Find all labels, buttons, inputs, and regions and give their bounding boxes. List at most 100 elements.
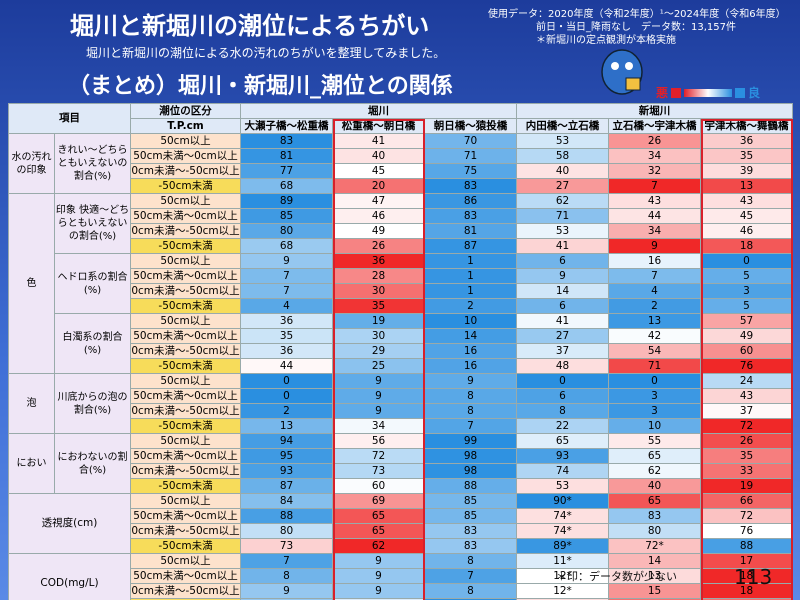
item-label: 白濁系の割合(%) [54, 313, 131, 374]
value-cell: 54 [608, 343, 701, 359]
tide-level: 50cm未満～0cm以上 [130, 328, 241, 344]
value-cell: 8 [424, 583, 517, 599]
group-label: におい [8, 433, 55, 494]
value-cell: 13 [700, 178, 793, 194]
value-cell: 9 [332, 568, 425, 584]
data-row: 透視度(cm) 50cm以上 84 69 85 90* 65 66 [8, 493, 793, 554]
value-cell: 14 [516, 283, 609, 299]
value-cell: 5 [700, 268, 793, 284]
value-cell: 71 [608, 358, 701, 374]
value-cell: 6 [516, 298, 609, 314]
value-cell: 32 [608, 163, 701, 179]
tide-level: -50cm未満 [130, 478, 241, 494]
data-row: -50cm未満 68 26 87 41 9 18 [9, 238, 793, 254]
value-cell: 34 [608, 148, 701, 164]
value-cell: 3 [608, 403, 701, 419]
value-cell: 2 [240, 403, 333, 419]
value-cell: 9 [332, 403, 425, 419]
value-cell: 27 [516, 178, 609, 194]
value-cell: 8 [424, 553, 517, 569]
value-cell: 1 [424, 268, 517, 284]
value-cell: 76 [700, 523, 793, 539]
section-header: 立石橋～宇津木橋 [608, 118, 701, 134]
value-cell: 71 [516, 208, 609, 224]
data-row: 0cm未満～-50cm以上 36 29 16 37 54 60 [9, 343, 793, 359]
value-cell: 83 [424, 538, 517, 554]
value-cell: 35 [700, 148, 793, 164]
value-cell: 73 [332, 463, 425, 479]
value-cell: 83 [424, 523, 517, 539]
value-cell: 8 [424, 388, 517, 404]
value-cell: 0 [700, 253, 793, 269]
value-cell: 41 [332, 133, 425, 149]
header-row: 項目 潮位の区分 堀川 新堀川 [8, 103, 793, 134]
tide-level: 50cm未満～0cm以上 [130, 388, 241, 404]
section-header: 大瀬子橋～松重橋 [240, 118, 333, 134]
value-cell: 27 [516, 328, 609, 344]
tide-level: 0cm未満～-50cm以上 [130, 403, 241, 419]
value-cell: 14 [424, 328, 517, 344]
river-header: 新堀川 [516, 103, 793, 119]
value-cell: 40 [608, 478, 701, 494]
value-cell: 4 [608, 283, 701, 299]
value-cell: 83 [424, 208, 517, 224]
value-cell: 70 [424, 133, 517, 149]
value-cell: 9 [424, 373, 517, 389]
tide-level: 50cm未満～0cm以上 [130, 568, 241, 584]
note: 前日・当日_降雨なし データ数：13,157件 [536, 22, 736, 33]
value-cell: 65 [332, 508, 425, 524]
tide-level: 0cm未満～-50cm以上 [130, 223, 241, 239]
value-cell: 93 [516, 448, 609, 464]
value-cell: 45 [700, 208, 793, 224]
value-cell: 4 [240, 298, 333, 314]
value-cell: 19 [332, 313, 425, 329]
data-row: 50cm未満～0cm以上 0 9 8 6 3 43 [9, 388, 793, 404]
value-cell: 43 [700, 193, 793, 209]
value-cell: 3 [608, 388, 701, 404]
item-label: きれい～どちらともいえないの割合(%) [54, 133, 131, 194]
value-cell: 86 [424, 193, 517, 209]
tide-level: 50cm以上 [130, 433, 241, 449]
value-cell: 43 [700, 388, 793, 404]
value-cell: 15 [608, 583, 701, 599]
value-cell: 35 [332, 298, 425, 314]
value-cell: 7 [240, 283, 333, 299]
value-cell: 62 [516, 193, 609, 209]
value-cell: 44 [240, 358, 333, 374]
value-cell: 89* [516, 538, 609, 554]
value-cell: 77 [240, 163, 333, 179]
value-cell: 53 [516, 478, 609, 494]
value-cell: 26 [608, 133, 701, 149]
tide-level: 50cm未満～0cm以上 [130, 268, 241, 284]
value-cell: 0 [240, 388, 333, 404]
value-cell: 25 [332, 358, 425, 374]
value-cell: 35 [240, 328, 333, 344]
value-cell: 49 [332, 223, 425, 239]
value-cell: 7 [608, 268, 701, 284]
legend-good-swatch [735, 87, 746, 98]
tide-unit: T.P.cm [130, 118, 241, 134]
value-cell: 55 [608, 433, 701, 449]
value-cell: 12* [516, 583, 609, 599]
value-cell: 46 [700, 223, 793, 239]
value-cell: 19 [700, 478, 793, 494]
value-cell: 18 [700, 583, 793, 599]
subtitle: 堀川と新堀川の潮位による水の汚れのちがいを整理してみました。 [86, 46, 446, 60]
value-cell: 9 [332, 373, 425, 389]
data-row: 色印象 快適～どちらともいえないの割合(%) 50cm以上 89 47 86 62 43 43 [8, 193, 793, 374]
value-cell: 89 [240, 193, 333, 209]
value-cell: 88 [424, 478, 517, 494]
note: ＊新堀川の定点観測が本格実施 [536, 35, 676, 46]
value-cell: 10 [608, 418, 701, 434]
data-row: -50cm未満 44 25 16 48 71 76 [9, 358, 793, 374]
value-cell: 7 [240, 268, 333, 284]
value-cell: 60 [700, 343, 793, 359]
tide-level: -50cm未満 [130, 238, 241, 254]
value-cell: 24 [700, 373, 793, 389]
value-cell: 14 [608, 553, 701, 569]
value-cell: 37 [516, 343, 609, 359]
value-cell: 2 [424, 298, 517, 314]
value-cell: 13 [608, 313, 701, 329]
value-cell: 33 [700, 463, 793, 479]
value-cell: 80 [240, 223, 333, 239]
